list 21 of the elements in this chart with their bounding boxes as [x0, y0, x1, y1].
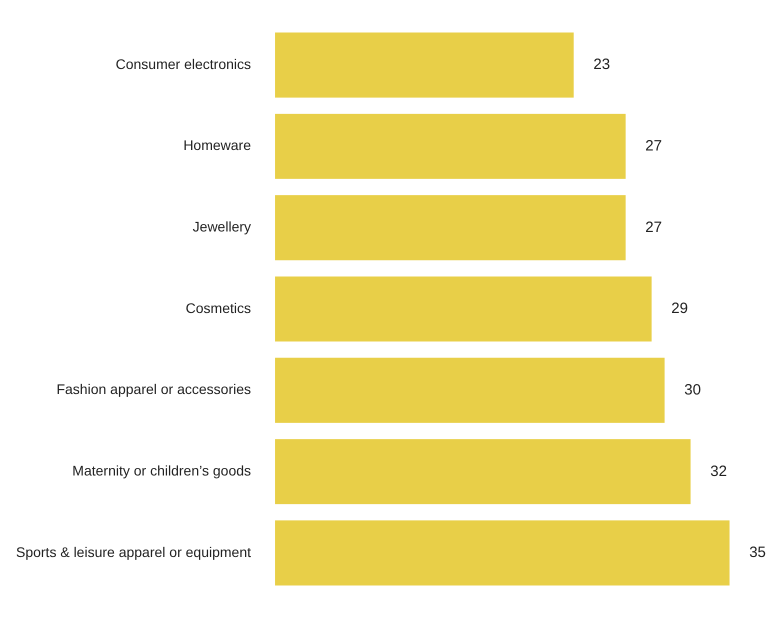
y-tick-label: Fashion apparel or accessories [56, 381, 252, 398]
bar [275, 114, 626, 179]
bar [275, 358, 665, 423]
data-label: 32 [710, 462, 727, 480]
bar [275, 439, 691, 504]
bar [275, 276, 652, 342]
data-label: 35 [749, 544, 766, 562]
y-tick-label: Sports & leisure apparel or equipment [16, 544, 252, 560]
data-label: 27 [645, 138, 662, 155]
y-tick-label: Maternity or children’s goods [72, 462, 252, 478]
y-tick-label: Homeware [183, 137, 252, 154]
data-label: 23 [593, 56, 610, 74]
data-label: 30 [684, 381, 701, 398]
bar [275, 520, 730, 586]
bar [275, 195, 626, 260]
bar [275, 32, 574, 98]
y-tick-label: Consumer electronics [116, 56, 252, 72]
data-label: 29 [671, 300, 688, 318]
data-label: 27 [645, 218, 662, 236]
y-tick-label: Jewellery [192, 218, 252, 235]
y-tick-label: Cosmetics [186, 300, 252, 316]
